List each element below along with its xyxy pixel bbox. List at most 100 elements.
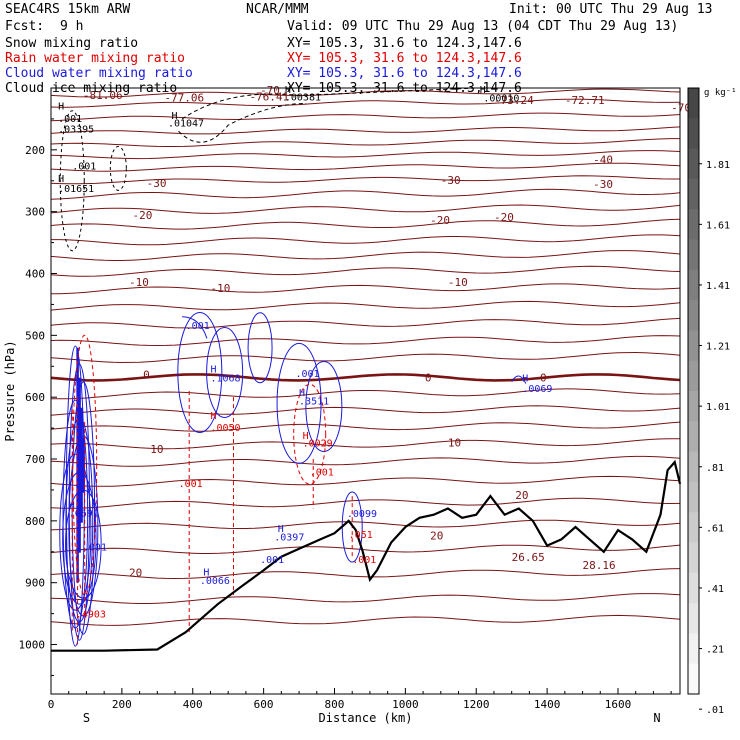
cloud-water-label: H (69, 500, 75, 511)
isotherm-line (50, 614, 681, 626)
isotherm-line (50, 421, 681, 432)
legend-rain-xy: XY= 105.3, 31.6 to 124.3,147.6 (287, 51, 522, 66)
rain-label: .001 (310, 468, 334, 479)
cloud-water-label: H (299, 388, 305, 399)
colorbar-units: g kg⁻¹ (704, 88, 737, 98)
isotherm-line (50, 265, 681, 277)
forecast-hour: 9 h (60, 19, 84, 34)
hydrometeor-contours (59, 87, 527, 647)
cloud-water-label: .0066 (200, 576, 230, 587)
temperature-extremum-label: -73.24 (494, 94, 534, 107)
isotherm-label: -20 (133, 209, 153, 222)
rain-label: .4903 (76, 609, 106, 620)
isotherm-label: 0 (540, 372, 547, 385)
x-tick-label: 0 (48, 698, 55, 711)
y-tick-label: 500 (25, 329, 45, 342)
cloud-water-label: .6691 (69, 509, 99, 520)
cloud-water-label: .001 (296, 369, 320, 380)
isotherm-line (50, 317, 681, 329)
rain-label: .001 (179, 479, 203, 490)
init-time: Init: 00 UTC Thu 29 Aug 13 (509, 2, 713, 17)
y-tick-label: 1000 (19, 639, 46, 652)
y-tick-label: 600 (25, 391, 45, 404)
isotherm-line (50, 162, 681, 172)
isotherm-label: 20 (430, 529, 443, 542)
isotherm-label: -40 (593, 153, 613, 166)
y-tick-label: 300 (25, 206, 45, 219)
isotherm-label: -70 (260, 84, 280, 97)
cloud-water-label: .0397 (274, 533, 304, 544)
isotherm-line (50, 150, 681, 160)
terrain-profile (51, 459, 682, 652)
isotherm-label: -30 (147, 177, 167, 190)
temperature-extremum-label: -72.71 (565, 94, 605, 107)
isotherm-line (50, 519, 681, 531)
x-axis-title: Distance (km) (319, 711, 413, 725)
colorbar-segment (688, 148, 699, 180)
snow-contour (59, 110, 85, 252)
snow-label: H (171, 111, 177, 122)
isotherm-line (50, 438, 680, 450)
colorbar-segment (688, 512, 699, 543)
cloud-water-contour (305, 360, 343, 452)
cloud-water-label: .001 (186, 321, 210, 332)
colorbar-segment (688, 421, 699, 453)
temperature-extremum-label: 26.65 (512, 551, 545, 564)
cloud-water-label: H (522, 374, 528, 385)
isotherm-line (50, 112, 681, 122)
south-end-label: S (83, 711, 90, 725)
cloud-water-contour (68, 435, 99, 617)
colorbar-tick-label: 1.61 (706, 220, 730, 231)
colorbar-segment (688, 603, 699, 634)
rain-label: .001 (352, 555, 376, 566)
rain-label: .051 (349, 530, 373, 541)
colorbar-segment (688, 542, 699, 574)
y-tick-label: 400 (25, 268, 45, 281)
cloud-water-label: H (278, 524, 284, 535)
colorbar-segment (688, 118, 699, 150)
x-tick-label: 400 (183, 698, 203, 711)
cloud-water-contour (511, 375, 527, 384)
colorbar-segment (688, 300, 699, 331)
temperature-extremum-label: -77.06 (164, 92, 204, 105)
cloud-water-label: .001 (260, 555, 284, 566)
isotherm-label: 0 (143, 369, 150, 382)
colorbar-tick-label: 1.41 (706, 281, 730, 292)
cloud-water-label: .3511 (299, 397, 329, 408)
y-tick-label: 900 (25, 577, 45, 590)
y-tick-label: 200 (25, 144, 45, 157)
isotherm-zero (50, 373, 681, 382)
isotherm-line (50, 335, 681, 347)
isotherm-label: -10 (129, 276, 149, 289)
temperature-extremum-label: -81.06 (83, 89, 123, 102)
isotherm-line (50, 455, 681, 467)
rain-contour (293, 383, 327, 485)
organization-label: NCAR/MMM (246, 2, 309, 17)
cloud-water-label: H (210, 364, 216, 375)
colorbar-segment (688, 633, 699, 665)
isotherm-line (50, 98, 681, 108)
isotherm-label: -30 (593, 178, 613, 191)
colorbar-segment (688, 178, 699, 210)
temperature-extremum-label: -76.41 (249, 90, 289, 103)
legend-snow-xy: XY= 105.3, 31.6 to 124.3,147.6 (287, 36, 522, 51)
cloud-water-contour (59, 453, 92, 611)
isotherm-label: -10 (448, 276, 468, 289)
cloud-water-contour (62, 399, 89, 629)
isotherm-line (50, 188, 681, 200)
snow-label: H (285, 85, 291, 96)
snow-label: .00010 (483, 94, 519, 105)
colorbar-frame (687, 87, 700, 695)
cloud-water-core (76, 347, 79, 583)
snow-label: .01047 (168, 118, 204, 129)
snow-contour (181, 87, 477, 120)
isotherm-label: -20 (494, 211, 514, 224)
isotherm-label: -30 (441, 174, 461, 187)
cloud-water-core (82, 437, 85, 493)
snow-label: .001 (72, 162, 96, 173)
isotherm-label: -70 (671, 101, 691, 114)
snow-label: H (480, 85, 486, 96)
snow-label: .01651 (58, 184, 94, 195)
isotherm-label: 10 (150, 443, 163, 456)
isotherm-line (50, 88, 681, 98)
